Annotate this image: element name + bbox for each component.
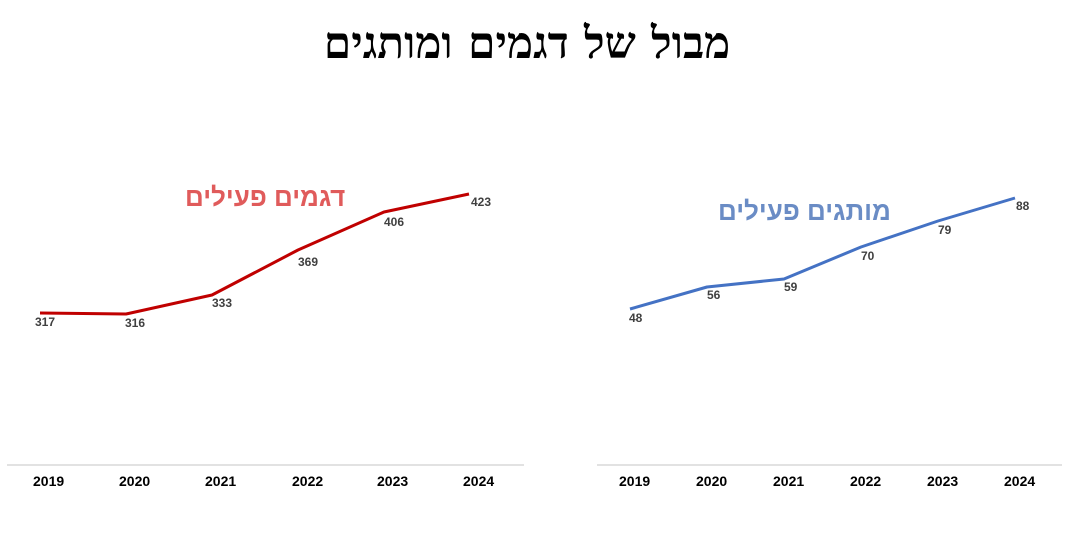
data-label: 88 (1016, 199, 1030, 213)
x-tick: 2019 (33, 473, 64, 489)
data-label: 406 (384, 215, 404, 229)
data-label: 316 (125, 316, 145, 330)
line-series-models (39, 192, 470, 316)
x-tick: 2021 (205, 473, 236, 489)
data-label: 70 (861, 249, 875, 263)
x-tick: 2021 (773, 473, 804, 489)
data-label: 59 (784, 280, 798, 294)
chart-right-title: מותגים פעילים (718, 196, 891, 226)
page-title: מבול של דגמים ומותגים (0, 18, 1088, 69)
x-tick: 2023 (377, 473, 408, 489)
chart-left-title: דגמים פעילים (185, 182, 346, 212)
data-label: 317 (35, 315, 55, 329)
data-label: 333 (212, 296, 232, 310)
page-title-text: מבול של דגמים ומותגים (323, 18, 731, 69)
data-label: 56 (707, 288, 721, 302)
x-tick: 2023 (927, 473, 958, 489)
x-tick: 2020 (696, 473, 727, 489)
data-label: 79 (938, 223, 952, 237)
data-label: 48 (629, 311, 643, 325)
chart-left: 317 316 333 369 406 423 2019 2020 2021 2… (7, 192, 524, 489)
x-tick: 2019 (619, 473, 650, 489)
x-tick: 2024 (463, 473, 494, 489)
x-tick: 2022 (292, 473, 323, 489)
chart-right: 48 56 59 70 79 88 2019 2020 2021 2022 20… (597, 196, 1062, 489)
line-series-brands (629, 196, 1016, 311)
x-tick: 2022 (850, 473, 881, 489)
x-tick: 2024 (1004, 473, 1035, 489)
data-label: 369 (298, 255, 318, 269)
data-label: 423 (471, 195, 491, 209)
x-tick: 2020 (119, 473, 150, 489)
